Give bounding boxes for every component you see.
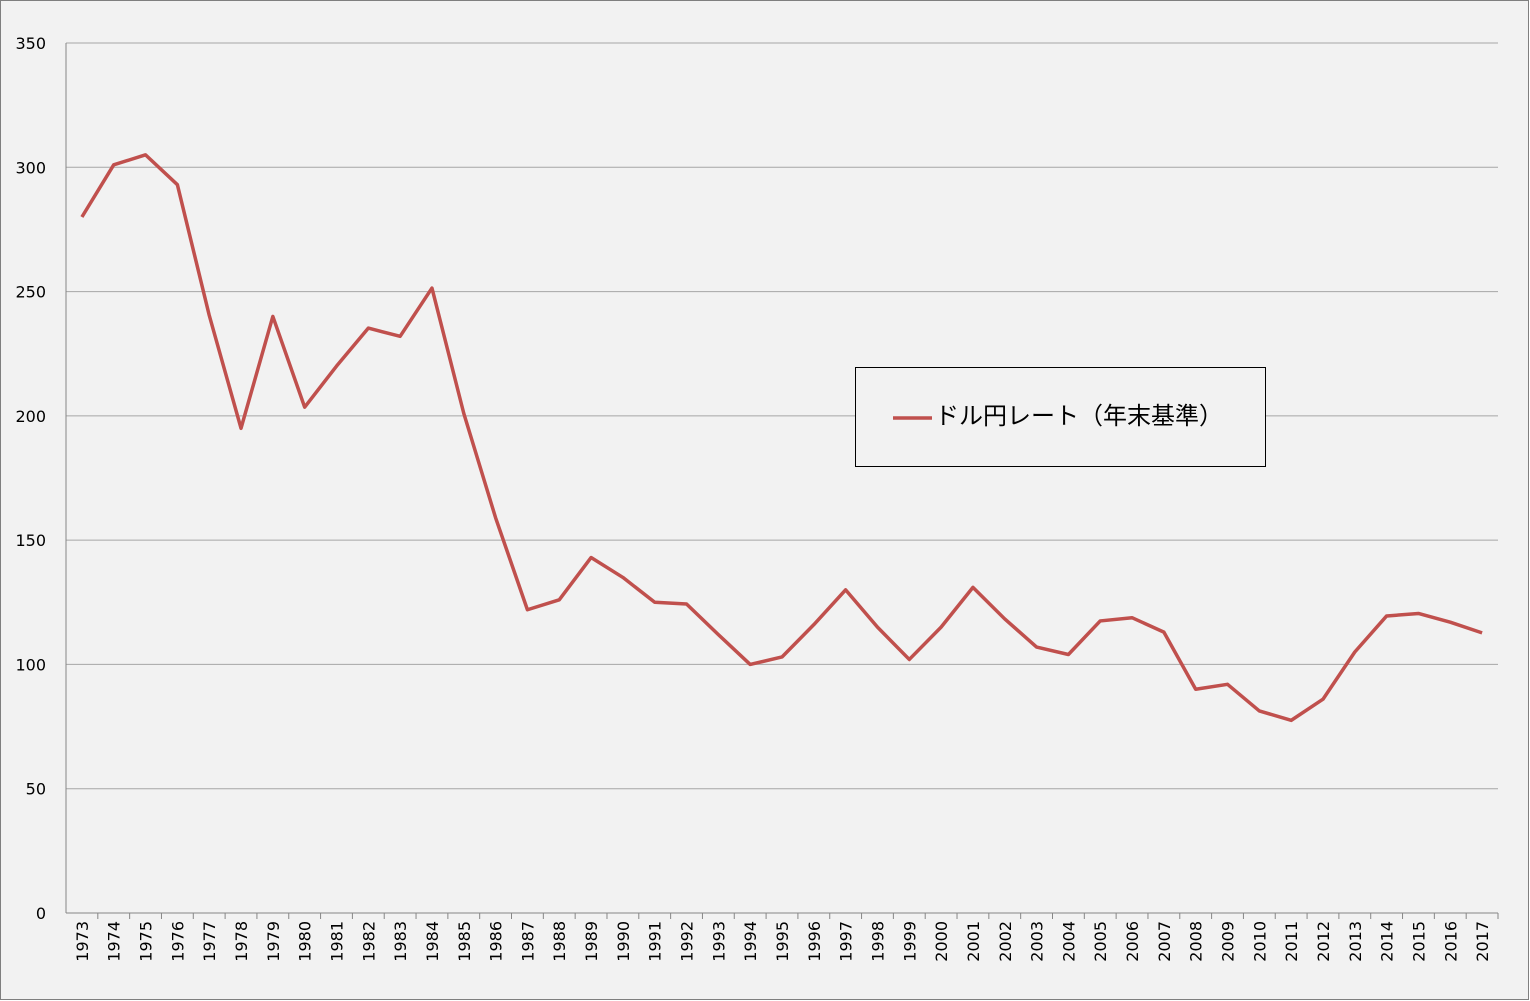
x-tick-label: 2012 <box>1314 921 1333 962</box>
y-tick-label: 300 <box>15 158 46 177</box>
x-tick-label: 1977 <box>200 921 219 962</box>
x-tick-label: 2000 <box>932 921 951 962</box>
y-tick-label: 150 <box>15 531 46 550</box>
x-tick-label: 1985 <box>455 921 474 962</box>
y-tick-label: 100 <box>15 655 46 674</box>
x-tick-label: 2004 <box>1059 921 1078 962</box>
x-tick-label: 1996 <box>805 921 824 962</box>
x-tick-label: 1982 <box>359 921 378 962</box>
x-tick-label: 1997 <box>837 921 856 962</box>
x-tick-label: 1978 <box>232 921 251 962</box>
x-tick-label: 2017 <box>1473 921 1492 962</box>
x-tick-label: 1976 <box>168 921 187 962</box>
y-tick-label: 350 <box>15 34 46 53</box>
x-tick-label: 1983 <box>391 921 410 962</box>
x-tick-label: 2009 <box>1219 921 1238 962</box>
x-tick-label: 1991 <box>646 921 665 962</box>
x-tick-label: 2002 <box>996 921 1015 962</box>
x-tick-label: 2001 <box>964 921 983 962</box>
x-tick-label: 2007 <box>1155 921 1174 962</box>
x-tick-label: 1987 <box>518 921 537 962</box>
x-tick-label: 1975 <box>137 921 156 962</box>
x-tick-label: 1994 <box>741 921 760 962</box>
x-tick-label: 1973 <box>73 921 92 962</box>
x-tick-label: 1986 <box>487 921 506 962</box>
x-tick-label: 2016 <box>1441 921 1460 962</box>
x-tick-label: 1989 <box>582 921 601 962</box>
x-tick-label: 2014 <box>1378 921 1397 962</box>
x-tick-label: 1990 <box>614 921 633 962</box>
x-tick-label: 1992 <box>678 921 697 962</box>
y-tick-label: 0 <box>36 904 46 923</box>
x-tick-label: 2008 <box>1187 921 1206 962</box>
y-tick-label: 250 <box>15 283 46 302</box>
x-tick-label: 1981 <box>327 921 346 962</box>
x-tick-label: 1995 <box>773 921 792 962</box>
x-tick-label: 1998 <box>868 921 887 962</box>
y-tick-label: 200 <box>15 407 46 426</box>
x-tick-label: 1999 <box>900 921 919 962</box>
legend-label: ドル円レート（年末基準） <box>935 402 1223 430</box>
x-tick-label: 2005 <box>1091 921 1110 962</box>
x-tick-label: 2013 <box>1346 921 1365 962</box>
x-tick-label: 2006 <box>1123 921 1142 962</box>
x-tick-label: 1984 <box>423 921 442 962</box>
x-tick-label: 2003 <box>1028 921 1047 962</box>
x-tick-label: 1979 <box>264 921 283 962</box>
x-tick-label: 2010 <box>1250 921 1269 962</box>
x-tick-label: 1988 <box>550 921 569 962</box>
x-tick-label: 1974 <box>105 921 124 962</box>
line-series <box>80 153 1483 723</box>
x-tick-label: 2015 <box>1409 921 1428 962</box>
y-tick-label: 50 <box>26 780 46 799</box>
x-tick-label: 1980 <box>296 921 315 962</box>
x-tick-label: 1993 <box>709 921 728 962</box>
x-tick-label: 2011 <box>1282 921 1301 962</box>
